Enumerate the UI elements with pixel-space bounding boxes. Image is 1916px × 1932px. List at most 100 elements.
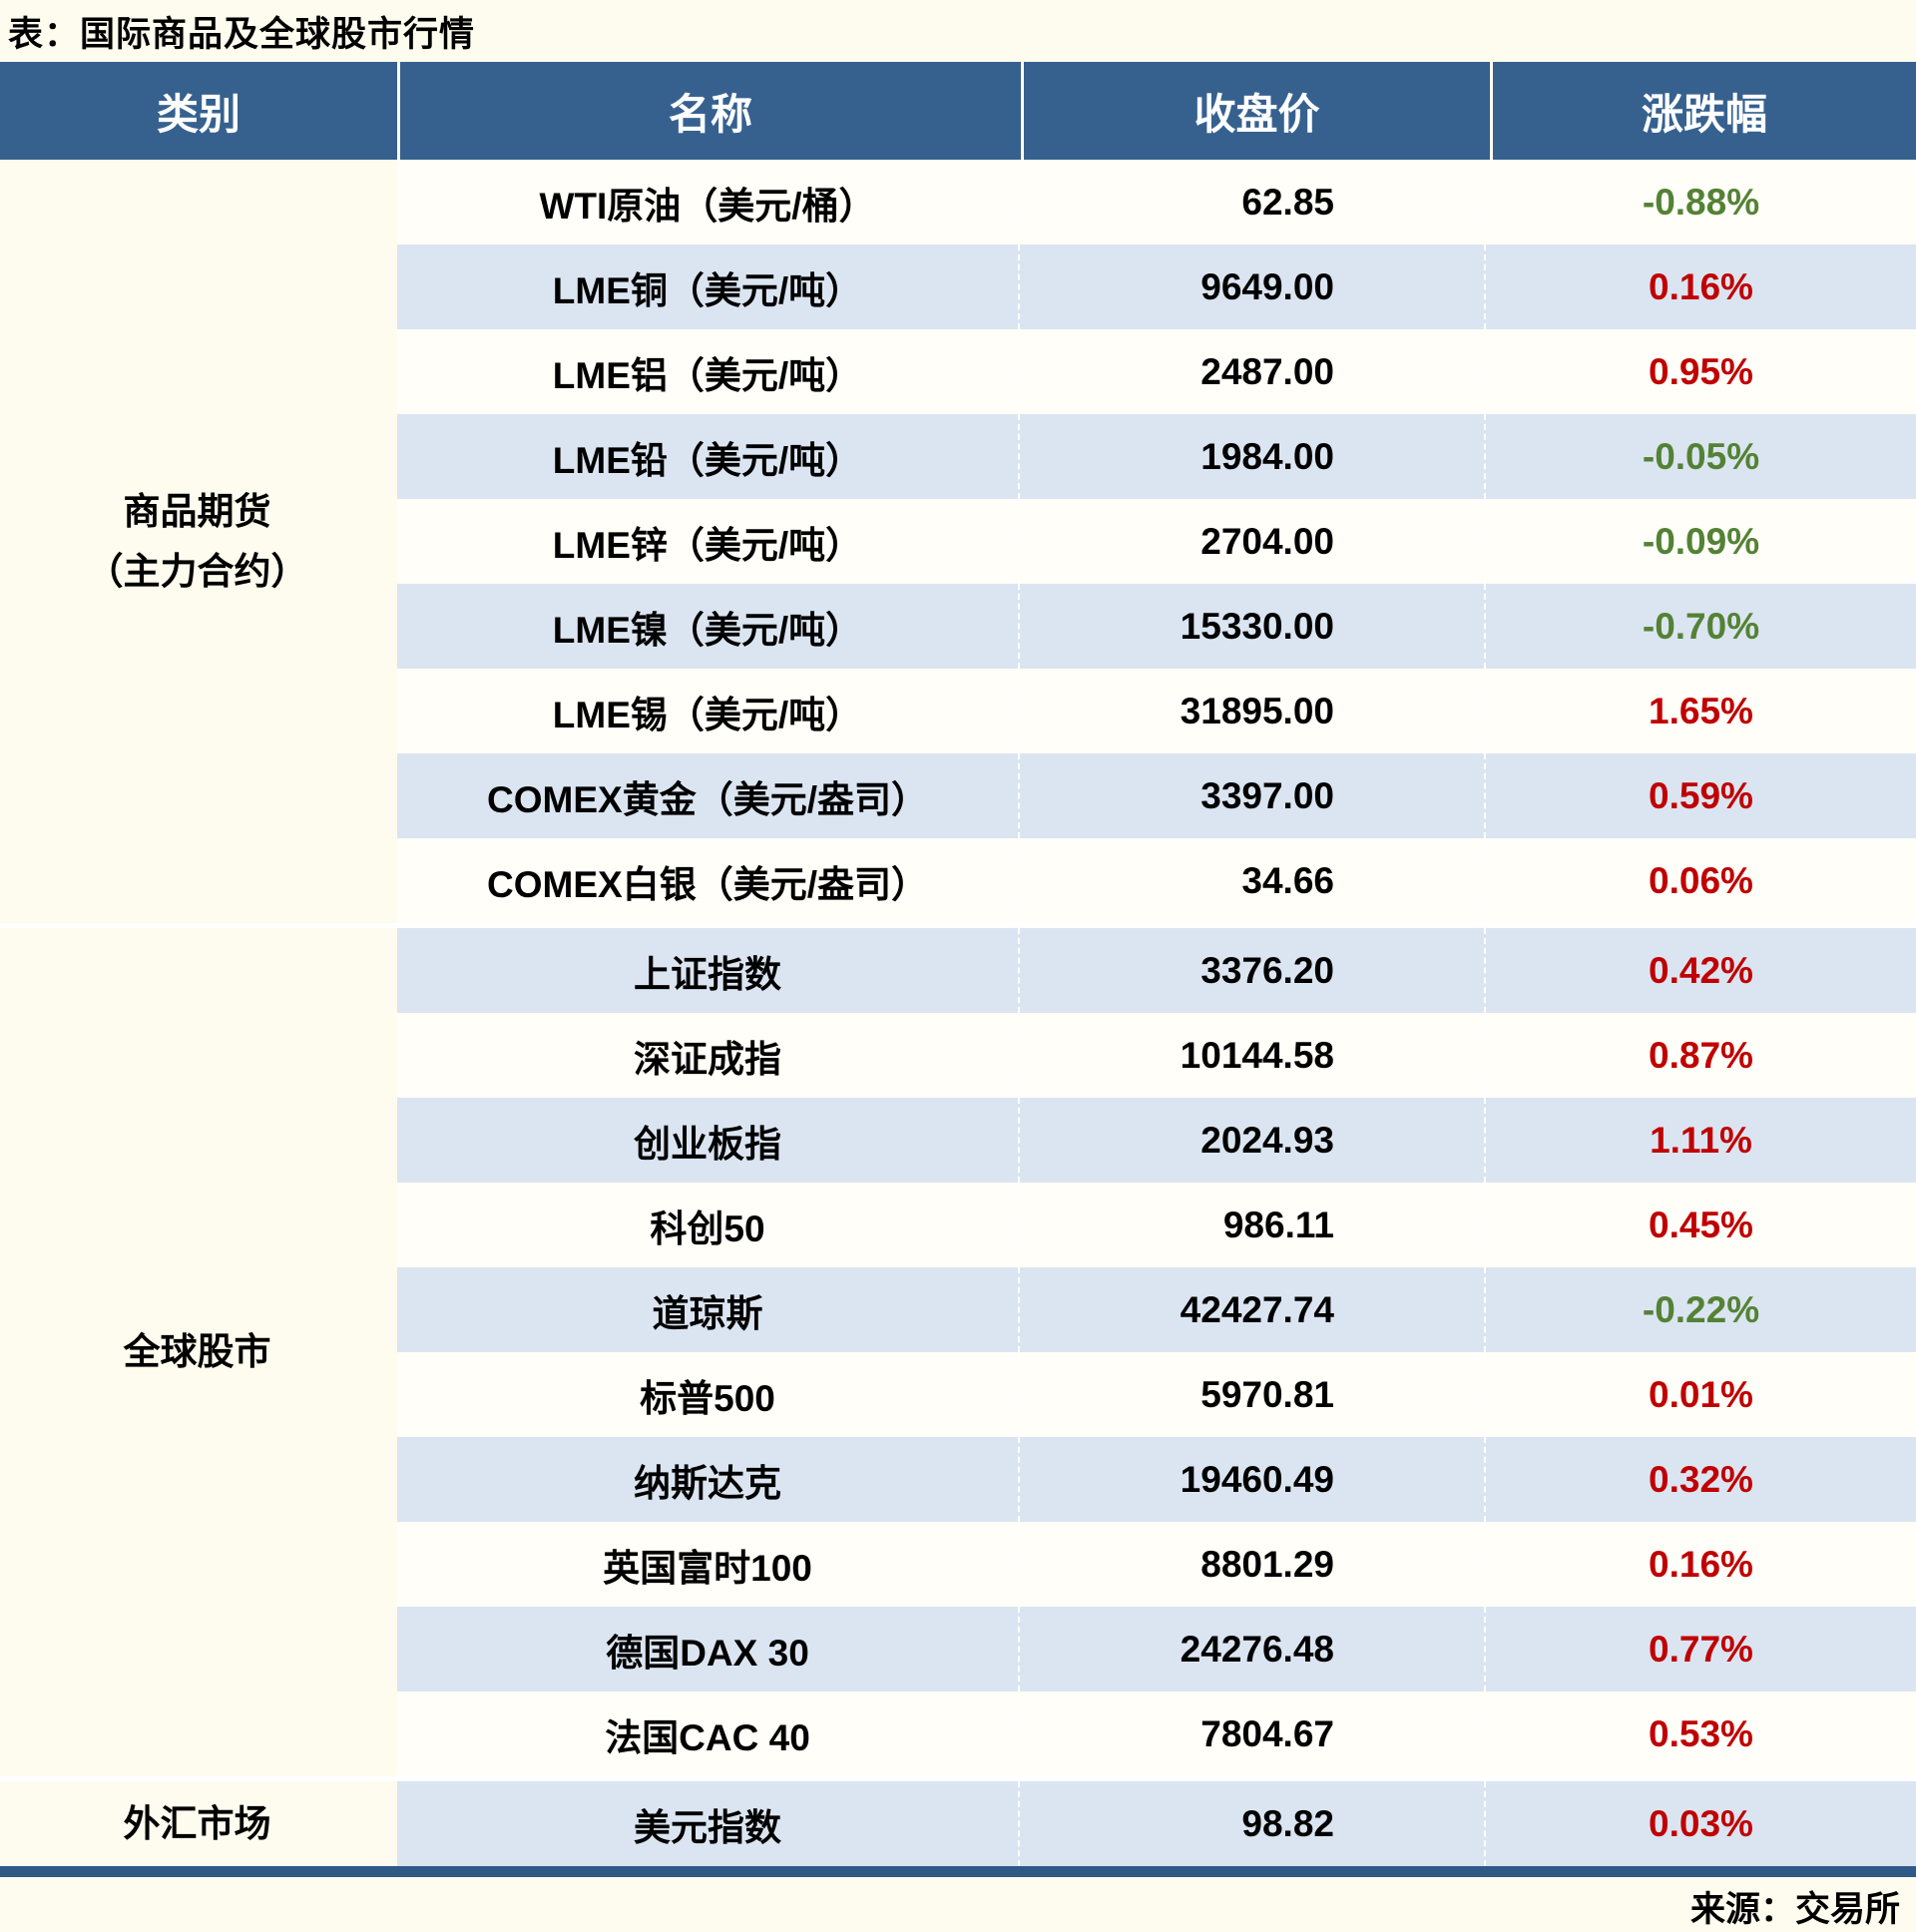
market-table: 类别 名称 收盘价 涨跌幅 商品期货 （主力合约） WTI原油（美元/桶） 62.8… [0,62,1916,1877]
close-price-cell: 24276.48 [1018,1607,1484,1691]
close-price-cell: 2704.00 [1018,499,1484,584]
table-row: 德国DAX 30 24276.48 0.77% [397,1607,1916,1691]
table-row: 创业板指 2024.93 1.11% [397,1098,1916,1183]
header-cell-close: 收盘价 [1021,62,1490,160]
close-price-cell: 5970.81 [1018,1352,1484,1437]
page-title: 表：国际商品及全球股市行情 [8,14,476,54]
name-cell: 深证成指 [634,1038,781,1080]
change-percent-cell: 0.16% [1484,1522,1916,1607]
change-percent-cell: 0.16% [1484,244,1916,329]
change-percent-cell: 0.42% [1484,928,1916,1013]
close-price-cell: 8801.29 [1018,1522,1484,1607]
table-row: 纳斯达克 19460.49 0.32% [397,1437,1916,1522]
category-cell: 外汇市场 [0,1781,397,1866]
header-cell-category: 类别 [156,90,240,138]
table-body: 商品期货 （主力合约） WTI原油（美元/桶） 62.85 -0.88% LME铜（美元… [0,160,1916,1866]
table-row: LME铝（美元/吨） 2487.00 0.95% [397,329,1916,414]
close-price-cell: 1984.00 [1018,414,1484,499]
name-cell: 上证指数 [634,953,781,995]
close-price-cell: 9649.00 [1018,244,1484,329]
table-group: 外汇市场 美元指数 98.82 0.03% [0,1781,1916,1866]
group-separator [0,1776,1916,1781]
change-percent-cell: -0.09% [1484,499,1916,584]
name-cell: 美元指数 [634,1806,781,1848]
close-price-cell: 31895.00 [1018,669,1484,753]
table-group: 全球股市 上证指数 3376.20 0.42% 深证成指 10144.58 0.87% 创业板… [0,928,1916,1776]
change-percent-cell: 0.01% [1484,1352,1916,1437]
table-row: 英国富时100 8801.29 0.16% [397,1522,1916,1607]
name-cell: WTI原油（美元/桶） [539,185,876,227]
change-percent-cell: 0.87% [1484,1013,1916,1098]
close-price-cell: 986.11 [1018,1183,1484,1267]
change-percent-cell: 0.03% [1484,1781,1916,1866]
close-price-cell: 3397.00 [1018,753,1484,838]
table-row: COMEX黄金（美元/盎司） 3397.00 0.59% [397,753,1916,838]
change-percent-cell: -0.88% [1484,160,1916,244]
close-price-cell: 10144.58 [1018,1013,1484,1098]
name-cell: LME铝（美元/吨） [552,354,863,396]
group-rows: 美元指数 98.82 0.03% [397,1781,1916,1866]
group-separator [0,923,1916,928]
table-group: 商品期货 （主力合约） WTI原油（美元/桶） 62.85 -0.88% LME铜（美元… [0,160,1916,923]
change-percent-cell: 1.65% [1484,669,1916,753]
change-percent-cell: 1.11% [1484,1098,1916,1183]
close-price-cell: 62.85 [1018,160,1484,244]
table-row: WTI原油（美元/桶） 62.85 -0.88% [397,160,1916,244]
name-cell: LME锌（美元/吨） [552,524,863,566]
change-percent-cell: 0.77% [1484,1607,1916,1691]
table-header-row: 类别 名称 收盘价 涨跌幅 [0,62,1916,160]
change-percent-cell: -0.05% [1484,414,1916,499]
table-bottom-border [0,1866,1916,1877]
table-row: LME镍（美元/吨） 15330.00 -0.70% [397,584,1916,669]
close-price-cell: 3376.20 [1018,928,1484,1013]
name-cell: COMEX白银（美元/盎司） [487,863,928,905]
name-cell: 法国CAC 40 [605,1716,810,1758]
header-cell-change: 涨跌幅 [1490,62,1916,160]
close-price-cell: 42427.74 [1018,1267,1484,1352]
change-percent-cell: 0.53% [1484,1691,1916,1776]
name-cell: 英国富时100 [603,1547,812,1589]
table-row: 美元指数 98.82 0.03% [397,1781,1916,1866]
close-price-cell: 98.82 [1018,1781,1484,1866]
name-cell: 纳斯达克 [634,1462,781,1504]
category-cell: 全球股市 [0,928,397,1776]
close-price-cell: 7804.67 [1018,1691,1484,1776]
table-row: LME铜（美元/吨） 9649.00 0.16% [397,244,1916,329]
change-percent-cell: 0.06% [1484,838,1916,923]
change-percent-cell: 0.59% [1484,753,1916,838]
close-price-cell: 2487.00 [1018,329,1484,414]
name-cell: 创业板指 [634,1123,781,1165]
table-row: 科创50 986.11 0.45% [397,1183,1916,1267]
close-price-cell: 34.66 [1018,838,1484,923]
table-row: LME锡（美元/吨） 31895.00 1.65% [397,669,1916,753]
change-percent-cell: 0.95% [1484,329,1916,414]
close-price-cell: 2024.93 [1018,1098,1484,1183]
change-percent-cell: 0.45% [1484,1183,1916,1267]
table-row: COMEX白银（美元/盎司） 34.66 0.06% [397,838,1916,923]
group-rows: 上证指数 3376.20 0.42% 深证成指 10144.58 0.87% 创业板指 202… [397,928,1916,1776]
table-row: LME锌（美元/吨） 2704.00 -0.09% [397,499,1916,584]
name-cell: COMEX黄金（美元/盎司） [487,778,928,820]
change-percent-cell: 0.32% [1484,1437,1916,1522]
change-percent-cell: -0.70% [1484,584,1916,669]
close-price-cell: 15330.00 [1018,584,1484,669]
name-cell: 道琼斯 [652,1292,763,1334]
source-note: 来源：交易所 [1689,1889,1900,1929]
name-cell: LME铜（美元/吨） [552,269,863,311]
table-row: LME铅（美元/吨） 1984.00 -0.05% [397,414,1916,499]
name-cell: 德国DAX 30 [606,1632,809,1674]
table-row: 道琼斯 42427.74 -0.22% [397,1267,1916,1352]
name-cell: 标普500 [640,1377,775,1419]
name-cell: 科创50 [650,1208,765,1249]
change-percent-cell: -0.22% [1484,1267,1916,1352]
table-row: 上证指数 3376.20 0.42% [397,928,1916,1013]
name-cell: LME镍（美元/吨） [552,609,863,651]
close-price-cell: 19460.49 [1018,1437,1484,1522]
group-rows: WTI原油（美元/桶） 62.85 -0.88% LME铜（美元/吨） 9649.00 0… [397,160,1916,923]
table-row: 法国CAC 40 7804.67 0.53% [397,1691,1916,1776]
name-cell: LME铅（美元/吨） [552,439,863,481]
category-cell: 商品期货 （主力合约） [0,160,397,923]
name-cell: LME锡（美元/吨） [552,694,863,735]
table-row: 深证成指 10144.58 0.87% [397,1013,1916,1098]
